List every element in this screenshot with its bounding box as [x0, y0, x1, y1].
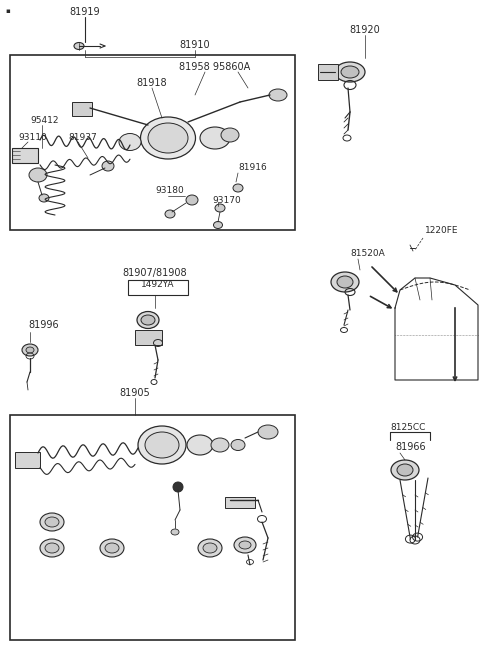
Text: 81919: 81919	[70, 7, 100, 17]
Ellipse shape	[337, 276, 353, 288]
Ellipse shape	[141, 315, 155, 325]
Ellipse shape	[26, 347, 34, 353]
Text: 81910: 81910	[180, 40, 210, 50]
Bar	[12, 148, 38, 163]
Ellipse shape	[187, 435, 213, 455]
Ellipse shape	[145, 432, 179, 458]
Ellipse shape	[138, 426, 186, 464]
Ellipse shape	[231, 440, 245, 451]
Ellipse shape	[335, 62, 365, 82]
Bar	[318, 64, 338, 80]
Ellipse shape	[200, 127, 230, 149]
Text: 81916: 81916	[238, 163, 267, 172]
Text: 95412: 95412	[30, 116, 59, 125]
Bar	[135, 330, 162, 345]
Bar	[10, 415, 295, 640]
Ellipse shape	[331, 272, 359, 292]
Ellipse shape	[233, 184, 243, 192]
Text: 81907/81908: 81907/81908	[123, 268, 187, 278]
Ellipse shape	[341, 66, 359, 78]
Ellipse shape	[39, 194, 49, 202]
Bar	[15, 452, 40, 468]
Ellipse shape	[105, 543, 119, 553]
Text: 93170: 93170	[212, 196, 241, 205]
Text: 1492YA: 1492YA	[141, 280, 175, 289]
Ellipse shape	[171, 529, 179, 535]
Ellipse shape	[29, 168, 47, 182]
Ellipse shape	[40, 513, 64, 531]
Ellipse shape	[141, 117, 195, 159]
Ellipse shape	[45, 517, 59, 527]
Text: 8125CC: 8125CC	[390, 423, 426, 432]
Text: 93110: 93110	[18, 133, 47, 142]
Ellipse shape	[397, 464, 413, 476]
Text: 81996: 81996	[28, 320, 59, 330]
Ellipse shape	[22, 344, 38, 356]
Ellipse shape	[40, 539, 64, 557]
Text: 81937: 81937	[68, 133, 97, 142]
Ellipse shape	[211, 438, 229, 452]
Ellipse shape	[215, 204, 225, 212]
Bar	[10, 55, 295, 230]
Ellipse shape	[221, 128, 239, 142]
Text: ▪: ▪	[5, 8, 10, 14]
Ellipse shape	[391, 460, 419, 480]
Ellipse shape	[148, 123, 188, 153]
Ellipse shape	[74, 43, 84, 49]
Ellipse shape	[214, 221, 223, 229]
Text: 81905: 81905	[120, 388, 150, 398]
Text: 81918: 81918	[137, 78, 168, 88]
Ellipse shape	[234, 537, 256, 553]
Ellipse shape	[102, 161, 114, 171]
Ellipse shape	[198, 539, 222, 557]
Ellipse shape	[258, 425, 278, 439]
Ellipse shape	[100, 539, 124, 557]
Ellipse shape	[239, 541, 251, 549]
Ellipse shape	[45, 543, 59, 553]
Ellipse shape	[203, 543, 217, 553]
Text: 1220FE: 1220FE	[425, 226, 458, 235]
Bar	[128, 280, 188, 295]
Text: 81520A: 81520A	[350, 249, 385, 258]
Ellipse shape	[137, 311, 159, 328]
Ellipse shape	[119, 133, 141, 150]
Ellipse shape	[186, 195, 198, 205]
Bar	[225, 497, 255, 508]
Text: 81966: 81966	[395, 442, 426, 452]
Text: 93180: 93180	[155, 186, 184, 195]
Ellipse shape	[165, 210, 175, 218]
Bar	[72, 102, 92, 116]
Text: 81920: 81920	[349, 25, 380, 35]
Ellipse shape	[269, 89, 287, 101]
Circle shape	[173, 482, 183, 492]
Text: 81958 95860A: 81958 95860A	[180, 62, 251, 72]
